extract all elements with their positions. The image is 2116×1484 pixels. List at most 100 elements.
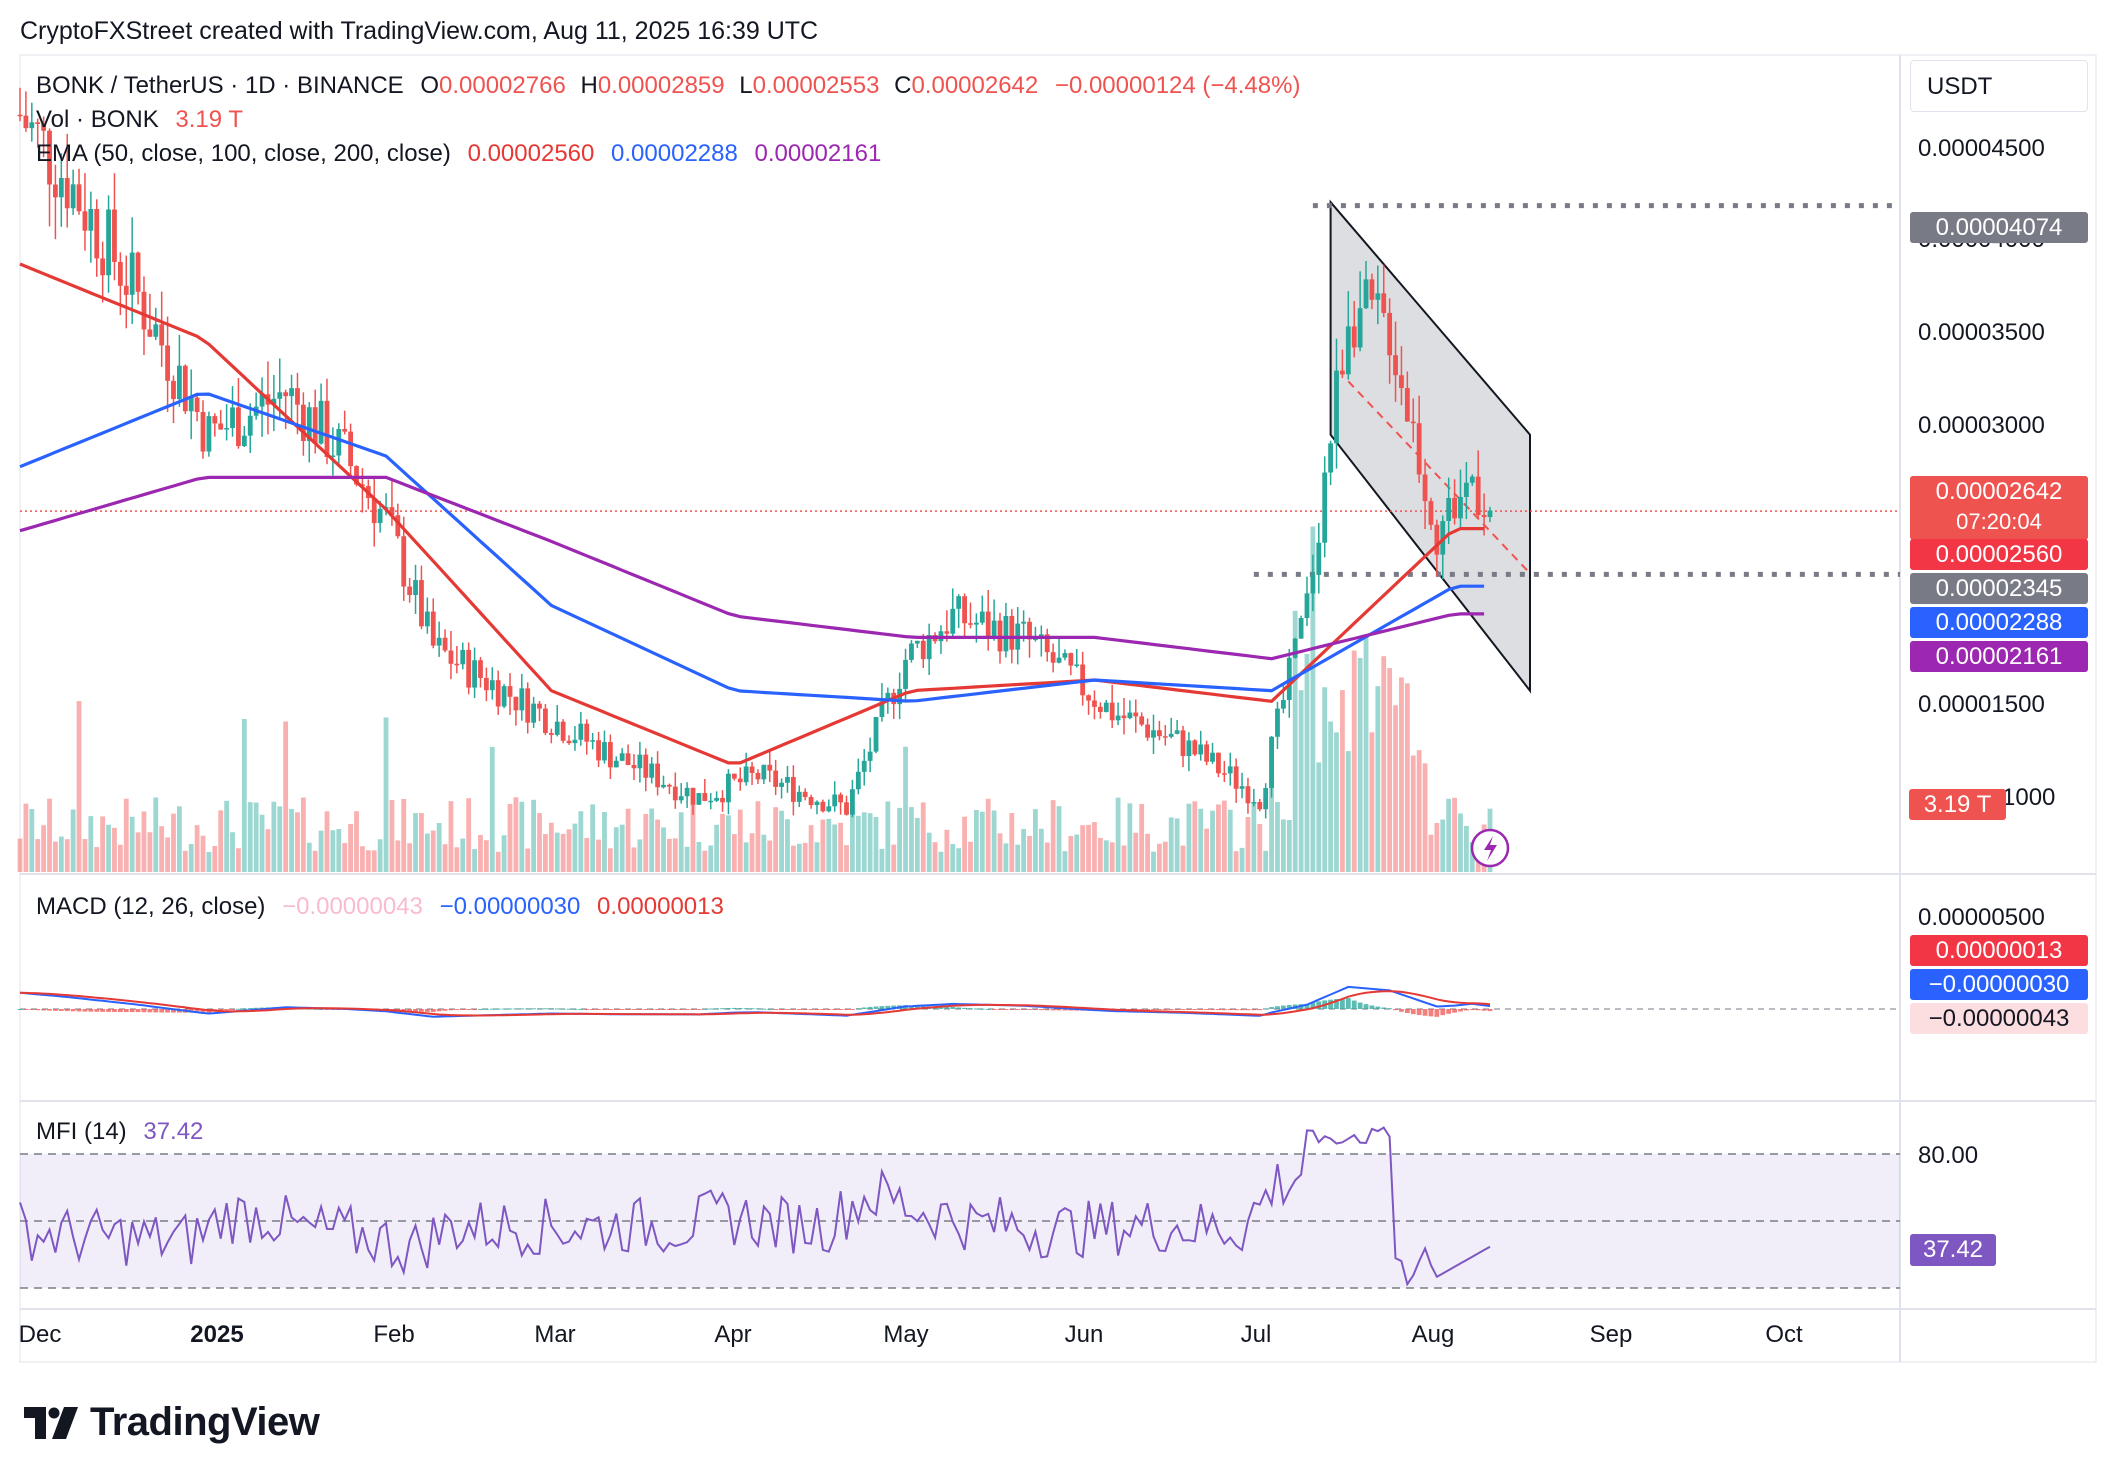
volume-bar <box>442 844 448 872</box>
macd-histogram-bar <box>690 1009 696 1010</box>
macd-histogram-bar <box>1044 1009 1050 1011</box>
price-axis-tick: 0.00003000 <box>1918 412 2045 439</box>
candle <box>1458 496 1463 519</box>
macd-histogram-bar <box>1416 1009 1422 1016</box>
candle <box>867 751 873 761</box>
volume-bar <box>365 850 371 872</box>
volume-bar <box>767 840 773 872</box>
candle <box>767 764 773 771</box>
macd-histogram-bar <box>117 1009 123 1013</box>
volume-bar <box>1221 800 1227 872</box>
volume-bar <box>53 841 58 872</box>
candle <box>478 660 483 678</box>
ohlc-high-label: H <box>580 72 598 99</box>
macd-histogram-bar <box>472 1009 477 1010</box>
macd-histogram-bar <box>41 1009 47 1011</box>
macd-histogram-bar <box>1156 1009 1162 1010</box>
volume-bar <box>1375 686 1381 872</box>
macd-histogram-bar <box>436 1009 442 1012</box>
ema50-value: 0.00002560 <box>467 140 595 167</box>
macd-histogram-bar <box>613 1009 619 1010</box>
volume-bar <box>1328 721 1334 872</box>
candle <box>395 515 401 537</box>
candle <box>1097 706 1103 712</box>
candle <box>354 466 359 485</box>
volume-bar <box>1316 762 1322 872</box>
volume-bar <box>1257 823 1263 872</box>
volume-bar <box>64 839 70 872</box>
ema-label[interactable]: EMA (50, close, 100, close, 200, close) <box>36 140 451 167</box>
tradingview-logo[interactable]: TradingView <box>24 1400 320 1445</box>
volume-value: 3.19 T <box>175 106 243 133</box>
candle <box>53 184 58 198</box>
candle <box>1145 724 1150 738</box>
symbol-label[interactable]: BONK / TetherUS · 1D · BINANCE <box>36 72 404 99</box>
volume-bar <box>1269 740 1274 872</box>
mfi-line <box>19 1126 1491 1287</box>
candle <box>88 209 94 231</box>
candle <box>1292 638 1298 658</box>
macd-label[interactable]: MACD (12, 26, close) <box>36 893 266 920</box>
candle <box>1003 615 1009 652</box>
mfi-label[interactable]: MFI (14) <box>36 1118 127 1145</box>
x-axis-month: Jul <box>1240 1321 1272 1348</box>
volume-bar <box>483 840 489 872</box>
macd-histogram-bar <box>1038 1009 1044 1011</box>
volume-bar <box>678 812 684 872</box>
macd-histogram-bar <box>58 1009 64 1011</box>
volume-bar <box>1174 818 1180 872</box>
macd-histogram-bar <box>844 1009 849 1011</box>
macd-histogram-bar <box>1334 999 1339 1009</box>
candle <box>584 723 590 742</box>
currency-button[interactable]: USDT <box>1910 60 2088 112</box>
candle <box>188 397 194 412</box>
candle <box>1139 716 1145 725</box>
candle <box>1086 695 1091 701</box>
candle <box>743 766 749 783</box>
macd-histogram-bar <box>1487 1009 1493 1012</box>
candle <box>1233 766 1239 789</box>
volume-bar <box>572 823 578 872</box>
volume-bar <box>525 848 531 872</box>
macd-histogram-bar <box>324 1009 330 1010</box>
candle <box>1357 308 1363 348</box>
candle <box>460 649 466 665</box>
candle <box>684 787 690 797</box>
macd-histogram-bar <box>489 1008 495 1010</box>
volume-bar <box>1121 845 1127 872</box>
ema50-badge: 0.00002560 <box>1910 539 2088 570</box>
chart-frame <box>19 54 2097 1363</box>
macd-histogram-bar <box>666 1009 672 1010</box>
volume-bar <box>265 829 271 872</box>
macd-histogram-bar <box>478 1008 483 1010</box>
macd-histogram-bar <box>1145 1009 1150 1010</box>
volume-label[interactable]: Vol · BONK <box>36 106 159 133</box>
macd-histogram-bar <box>1316 1001 1322 1009</box>
candle <box>796 791 802 802</box>
macd-histogram-bar <box>413 1009 418 1012</box>
volume-bar <box>755 801 761 872</box>
macd-histogram-bar <box>737 1008 743 1010</box>
macd-histogram-bar <box>1204 1009 1210 1011</box>
volume-bar <box>224 800 230 872</box>
price-axis-tick: 0.00003500 <box>1918 319 2045 346</box>
volume-bar <box>826 818 832 872</box>
volume-bar <box>253 802 259 872</box>
macd-histogram-bar <box>1027 1009 1032 1010</box>
candle <box>424 611 430 627</box>
candle <box>1404 388 1410 422</box>
candle <box>306 407 312 441</box>
volume-bar <box>790 845 796 872</box>
volume-bar <box>867 813 873 872</box>
candle <box>466 649 472 688</box>
macd-histogram-bar <box>832 1009 838 1010</box>
macd-histogram-bar <box>1198 1009 1204 1010</box>
macd-histogram-bar <box>224 1009 230 1010</box>
candle <box>1345 326 1351 375</box>
volume-bar <box>1092 822 1097 872</box>
macd-histogram-bar <box>1404 1009 1410 1014</box>
volume-bar <box>424 833 430 872</box>
candle <box>607 742 613 768</box>
candle <box>1062 653 1068 658</box>
